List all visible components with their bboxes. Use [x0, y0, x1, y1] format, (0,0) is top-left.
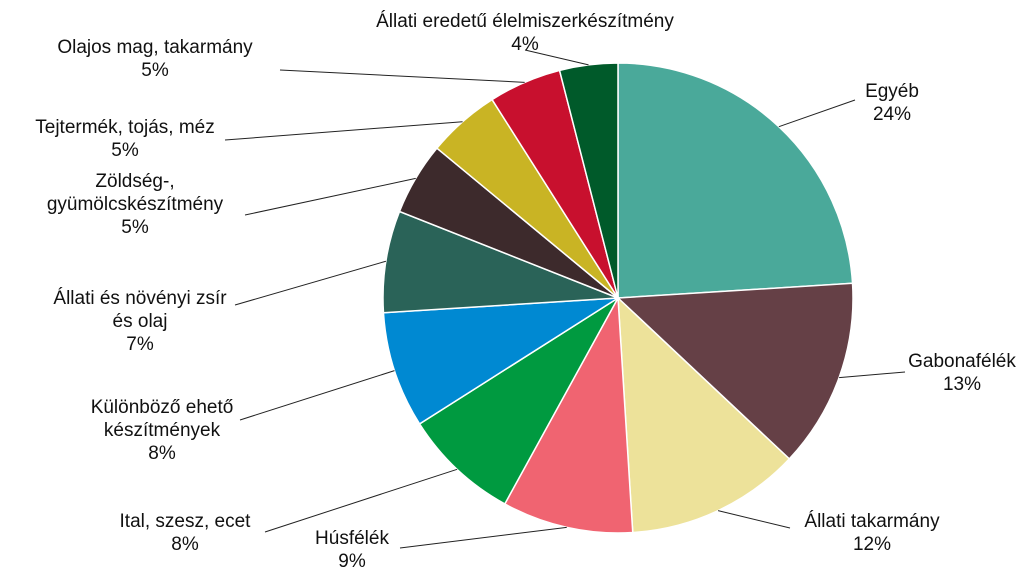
leader-line	[717, 510, 791, 529]
value-label: 8%	[148, 443, 176, 464]
data-label: Egyéb 24%	[832, 80, 952, 126]
data-label: Tejtermék, tojás, méz 5%	[0, 116, 255, 162]
leader-line	[839, 371, 906, 379]
data-label: Zöldség-, gyümölcskészítmény 5%	[10, 170, 260, 239]
data-label: Különböző ehető készítmények 8%	[57, 396, 267, 465]
data-label: Állati eredetű élelmiszerkészítmény 4%	[325, 10, 725, 56]
category-label: Zöldség-, gyümölcskészítmény	[46, 171, 224, 215]
data-label: Húsfélék 9%	[292, 527, 412, 573]
leader-line	[279, 69, 525, 83]
value-label: 4%	[511, 34, 539, 55]
category-label: Húsfélék	[315, 528, 389, 549]
category-label: Állati és növényi zsír és olaj	[53, 288, 227, 332]
value-label: 9%	[338, 551, 366, 572]
data-label: Olajos mag, takarmány 5%	[20, 36, 290, 82]
leader-line	[239, 370, 395, 421]
leader-line	[234, 260, 387, 306]
leader-line	[399, 526, 567, 549]
category-label: Állati eredetű élelmiszerkészítmény	[376, 11, 674, 32]
category-label: Állati takarmány	[804, 511, 940, 532]
category-label: Gabonafélék	[908, 351, 1016, 372]
value-label: 5%	[141, 60, 169, 81]
category-label: Tejtermék, tojás, méz	[35, 117, 215, 138]
value-label: 5%	[111, 140, 139, 161]
pie-slice	[617, 62, 854, 299]
value-label: 5%	[121, 217, 149, 238]
pie-slice	[503, 295, 634, 534]
data-label: Állati és növényi zsír és olaj 7%	[45, 287, 235, 356]
leader-line	[264, 468, 458, 533]
value-label: 8%	[171, 534, 199, 555]
leader-line	[244, 177, 416, 216]
value-label: 12%	[852, 534, 892, 555]
leader-line	[524, 49, 589, 66]
pie-slice	[382, 210, 619, 314]
data-label: Ital, szesz, ecet 8%	[95, 510, 275, 556]
pie-slice	[558, 62, 619, 299]
category-label: Különböző ehető készítmények	[90, 397, 234, 441]
category-label: Egyéb	[865, 81, 919, 102]
category-label: Ital, szesz, ecet	[119, 511, 251, 532]
value-label: 7%	[126, 334, 154, 355]
pie-slice	[418, 297, 619, 505]
value-label: 24%	[872, 104, 912, 125]
value-label: 13%	[942, 374, 982, 395]
category-label: Olajos mag, takarmány	[57, 37, 253, 58]
data-label: Állati takarmány 12%	[772, 510, 972, 556]
pie-slice	[382, 297, 619, 425]
leader-line	[778, 99, 856, 128]
leader-line	[224, 121, 463, 141]
data-label: Gabonafélék 13%	[887, 350, 1030, 396]
